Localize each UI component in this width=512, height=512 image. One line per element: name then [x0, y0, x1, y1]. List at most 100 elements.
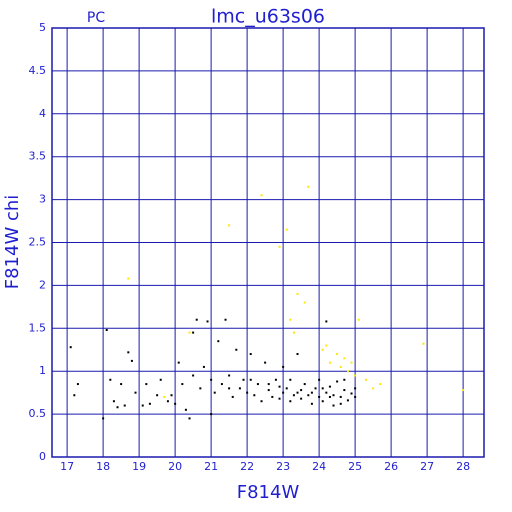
point — [188, 331, 191, 334]
y-tick-label: 1 — [39, 364, 46, 377]
point — [267, 389, 270, 392]
point — [202, 365, 205, 368]
point — [292, 394, 295, 397]
point — [422, 342, 425, 345]
point — [346, 399, 349, 402]
x-tick-label: 21 — [204, 460, 218, 473]
point — [228, 374, 231, 377]
point — [325, 391, 328, 394]
point — [303, 301, 306, 304]
x-axis-label: F814W — [237, 482, 300, 503]
point — [102, 417, 105, 420]
point — [174, 402, 177, 405]
x-tick-label: 27 — [420, 460, 434, 473]
y-tick-label: 4.5 — [29, 64, 47, 77]
point — [350, 361, 353, 364]
point — [282, 391, 285, 394]
point — [148, 402, 151, 405]
y-tick-label: 0 — [39, 450, 46, 463]
point — [296, 391, 299, 394]
point — [314, 387, 317, 390]
point — [325, 320, 328, 323]
y-axis-label: F814W chi — [2, 195, 23, 290]
x-tick-label: 19 — [132, 460, 146, 473]
point — [321, 387, 324, 390]
x-tick-label: 18 — [96, 460, 110, 473]
point — [120, 383, 123, 386]
point — [224, 318, 227, 321]
point — [292, 331, 295, 334]
point — [285, 228, 288, 231]
point — [249, 378, 252, 381]
point — [354, 387, 357, 390]
point — [339, 395, 342, 398]
x-tick-label: 23 — [276, 460, 290, 473]
point — [177, 361, 180, 364]
point — [105, 329, 108, 332]
point — [307, 394, 310, 397]
point — [235, 348, 238, 351]
point — [318, 395, 321, 398]
point — [195, 318, 198, 321]
point — [260, 400, 263, 403]
point — [192, 374, 195, 377]
point — [145, 383, 148, 386]
point — [267, 383, 270, 386]
point — [253, 394, 256, 397]
point — [346, 370, 349, 373]
y-tick-label: 2 — [39, 278, 46, 291]
point — [130, 359, 133, 362]
point — [325, 344, 328, 347]
point — [296, 353, 299, 356]
point — [303, 383, 306, 386]
point — [339, 365, 342, 368]
point — [379, 383, 382, 386]
x-tick-label: 25 — [348, 460, 362, 473]
point — [354, 395, 357, 398]
x-tick-label: 28 — [456, 460, 470, 473]
point — [123, 404, 126, 407]
y-tick-label: 3.5 — [29, 150, 47, 163]
point — [321, 400, 324, 403]
y-tick-label: 3 — [39, 193, 46, 206]
point — [264, 361, 267, 364]
point — [210, 378, 213, 381]
point — [238, 387, 241, 390]
point — [357, 318, 360, 321]
point — [260, 194, 263, 197]
point — [307, 185, 310, 188]
point — [69, 346, 72, 349]
point — [328, 385, 331, 388]
x-tick-label: 20 — [168, 460, 182, 473]
point — [228, 224, 231, 227]
point — [350, 392, 353, 395]
point — [339, 402, 342, 405]
point — [336, 353, 339, 356]
point — [217, 340, 220, 343]
point — [364, 378, 367, 381]
point — [246, 391, 249, 394]
point — [127, 277, 130, 280]
point — [210, 413, 213, 416]
point — [76, 383, 79, 386]
point — [343, 357, 346, 360]
point — [343, 389, 346, 392]
y-tick-label: 4 — [39, 107, 46, 120]
x-tick-label: 24 — [312, 460, 326, 473]
point — [274, 378, 277, 381]
point — [109, 378, 112, 381]
point — [228, 387, 231, 390]
point — [73, 394, 76, 397]
point — [256, 383, 259, 386]
point — [166, 400, 169, 403]
point — [271, 395, 274, 398]
point — [192, 331, 195, 334]
point — [127, 351, 130, 354]
point — [278, 245, 281, 248]
point — [184, 408, 187, 411]
point — [278, 397, 281, 400]
point — [188, 417, 191, 420]
point — [328, 361, 331, 364]
